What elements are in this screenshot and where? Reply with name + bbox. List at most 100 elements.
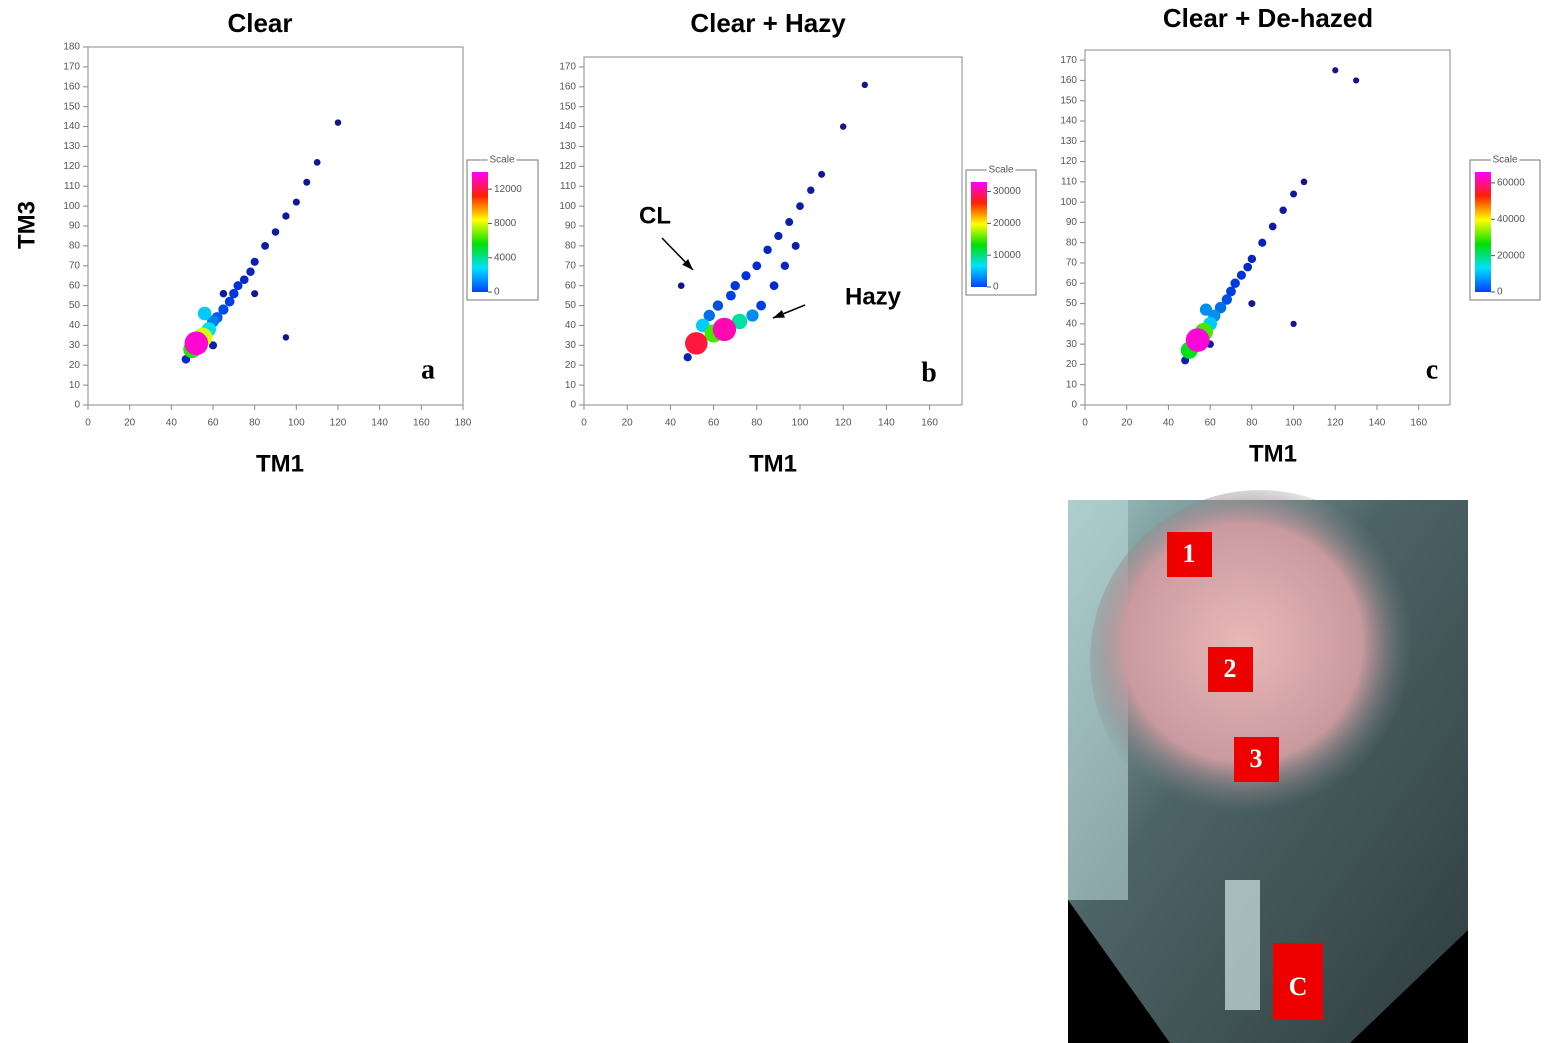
x-tick-label: 60: [207, 418, 219, 429]
colorbar-tick-label: 0: [494, 287, 500, 298]
density-point: [1353, 77, 1360, 84]
colorbar-tick-label: 20000: [1497, 250, 1525, 261]
colorbar-tick-label: 4000: [494, 252, 517, 263]
x-tick-label: 160: [921, 418, 938, 429]
chart-title: Clear + De-hazed: [1163, 3, 1373, 33]
x-tick-label: 80: [751, 418, 763, 429]
y-tick-label: 0: [74, 400, 80, 411]
density-point: [1230, 278, 1240, 289]
y-tick-label: 50: [1066, 298, 1078, 309]
colorbar-tick-label: 12000: [494, 184, 522, 195]
panel-label: b: [921, 357, 937, 388]
chart-panel: Clear + Hazy TM1 0 20 40 60 80 100 120 140 160 0 10 2…: [559, 8, 1037, 477]
y-tick-label: 160: [1060, 75, 1077, 86]
x-tick-label: 120: [835, 418, 852, 429]
y-tick-label: 20: [69, 360, 81, 371]
colorbar-tick-label: 10000: [993, 250, 1021, 261]
x-tick-label: 120: [1327, 418, 1344, 429]
y-tick-label: 150: [559, 101, 576, 112]
x-tick-label: 80: [249, 418, 261, 429]
colorbar: [971, 182, 987, 287]
x-tick-label: 40: [166, 418, 178, 429]
y-tick-label: 20: [565, 360, 577, 371]
x-tick-label: 40: [665, 418, 677, 429]
y-tick-label: 30: [1066, 339, 1078, 350]
density-point: [780, 261, 790, 271]
density-point: [785, 218, 794, 227]
x-tick-label: 100: [288, 418, 305, 429]
x-tick-label: 40: [1163, 418, 1175, 429]
x-tick-label: 0: [1082, 418, 1088, 429]
y-tick-label: 170: [63, 62, 80, 73]
x-tick-label: 160: [1410, 418, 1427, 429]
y-tick-label: 110: [560, 181, 576, 192]
colorbar-tick-label: 0: [993, 282, 999, 293]
density-point: [791, 241, 800, 250]
y-tick-label: 90: [69, 221, 81, 232]
x-tick-label: 60: [708, 418, 720, 429]
y-tick-label: 100: [63, 201, 80, 212]
plot-frame: [87, 46, 464, 406]
y-tick-label: 80: [69, 241, 81, 252]
site-box: [1234, 737, 1279, 782]
density-point: [1185, 328, 1210, 352]
y-tick-label: 50: [565, 300, 577, 311]
x-tick-label: 60: [1205, 418, 1217, 429]
y-tick-label: 30: [565, 340, 577, 351]
no-data-corner: [1068, 900, 1170, 1043]
density-point: [712, 317, 737, 342]
y-tick-label: 70: [1066, 258, 1078, 269]
density-point: [229, 288, 239, 299]
colorbar-label: Scale: [988, 165, 1013, 176]
y-tick-label: 80: [1066, 237, 1078, 248]
panel-label: c: [1426, 354, 1438, 385]
snow-ridge: [1225, 880, 1260, 1010]
y-tick-label: 60: [565, 280, 577, 291]
y-tick-label: 40: [565, 320, 577, 331]
site-label: 3: [1250, 744, 1263, 773]
density-point: [292, 198, 300, 206]
y-tick-label: 80: [565, 241, 577, 252]
colorbar-tick-label: 30000: [993, 186, 1021, 197]
plot-frame: [583, 56, 963, 406]
density-point: [1243, 262, 1253, 272]
colorbar: [1475, 172, 1491, 292]
y-tick-label: 60: [1066, 278, 1078, 289]
density-point: [1279, 206, 1287, 214]
colorbar-label: Scale: [1492, 155, 1517, 166]
density-point: [1300, 178, 1308, 186]
density-point: [683, 353, 692, 362]
y-tick-label: 60: [69, 280, 81, 291]
density-point: [261, 241, 270, 250]
y-tick-label: 100: [559, 201, 576, 212]
density-point: [224, 296, 235, 307]
density-point: [703, 309, 715, 322]
density-point: [282, 212, 290, 220]
density-point: [1258, 238, 1267, 247]
annotation: CL: [639, 202, 671, 229]
y-tick-label: 70: [565, 260, 577, 271]
y-axis-label: TM3: [13, 201, 40, 249]
site-label: 2: [1224, 654, 1237, 683]
density-point: [712, 300, 724, 311]
arrow-head: [773, 309, 785, 318]
y-tick-label: 0: [1071, 400, 1077, 411]
x-tick-label: 80: [1246, 418, 1258, 429]
y-tick-label: 90: [1066, 217, 1078, 228]
x-tick-label: 0: [85, 418, 91, 429]
y-tick-label: 170: [559, 62, 576, 73]
colorbar-tick-label: 0: [1497, 287, 1503, 298]
density-point: [303, 178, 311, 186]
y-tick-label: 100: [1060, 197, 1077, 208]
x-tick-label: 160: [413, 418, 430, 429]
y-tick-label: 140: [1060, 116, 1077, 127]
chart-panel: Clear TM1 TM3 0 20 40 60 80 100 120 140 160 180 0 10 20…: [13, 8, 539, 477]
density-point: [1248, 300, 1256, 308]
colorbar: [472, 172, 488, 292]
colorbar-label: Scale: [489, 155, 514, 166]
x-tick-label: 140: [371, 418, 388, 429]
y-tick-label: 170: [1060, 55, 1077, 66]
density-point: [219, 289, 228, 298]
x-tick-label: 20: [1121, 418, 1133, 429]
density-point: [796, 202, 804, 211]
